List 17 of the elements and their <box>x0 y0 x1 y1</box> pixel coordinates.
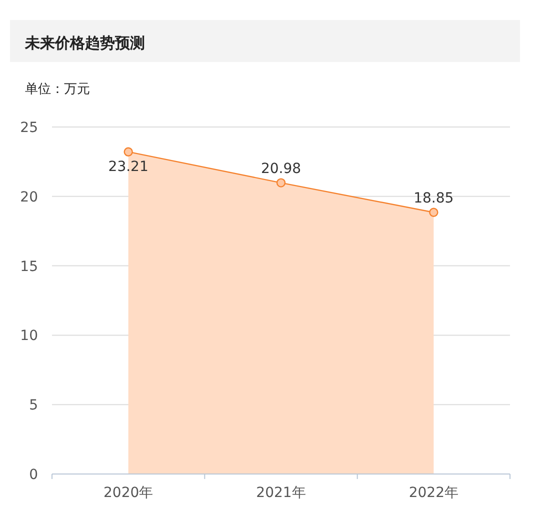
point <box>276 178 286 188</box>
y-tick-label: 10 <box>20 328 38 344</box>
y-tick-label: 20 <box>20 189 38 206</box>
x-tick-label: 2022年 <box>408 485 458 501</box>
chart-title: 未来价格趋势预测 <box>24 34 145 52</box>
data-label: 20.98 <box>260 160 302 177</box>
data-label: 23.21 <box>108 158 148 175</box>
y-tick-label: 5 <box>29 398 38 414</box>
point <box>124 147 133 156</box>
y-tick-label: 15 <box>20 258 38 275</box>
x-tick-label: 2021年 <box>256 485 306 501</box>
point <box>429 208 438 217</box>
x-tick-label: 2020年 <box>104 485 154 501</box>
y-tick-label: 0 <box>29 467 38 483</box>
data-label: 18.85 <box>414 190 454 206</box>
chart-subtitle: 单位：万元 <box>25 82 90 97</box>
y-tick-label: 25 <box>20 120 38 136</box>
